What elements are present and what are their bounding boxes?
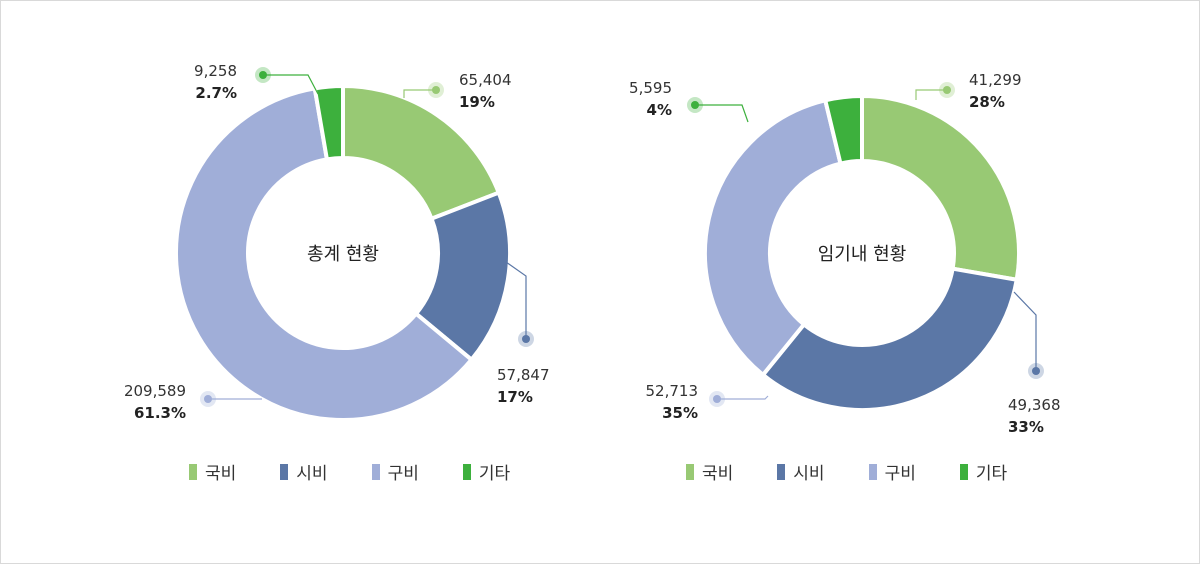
percent-label: 19% bbox=[459, 93, 495, 111]
slice-gubi bbox=[174, 86, 475, 422]
label-dot bbox=[691, 101, 699, 109]
percent-label: 2.7% bbox=[195, 84, 237, 102]
label-dot bbox=[713, 395, 721, 403]
percent-label: 17% bbox=[497, 388, 533, 406]
label-dot bbox=[522, 335, 530, 343]
legend-item-gukbi: 국비 bbox=[189, 459, 236, 484]
slice-gita bbox=[822, 93, 864, 166]
leader-line bbox=[1013, 291, 1037, 371]
label-dot bbox=[204, 395, 212, 403]
value-label: 9,258 bbox=[194, 62, 237, 80]
slice-gubi bbox=[703, 97, 843, 378]
label-dot bbox=[943, 86, 951, 94]
percent-label: 28% bbox=[969, 93, 1005, 111]
legend-swatch bbox=[462, 463, 471, 480]
slice-gita bbox=[312, 83, 345, 162]
legend-label: 시비 bbox=[793, 464, 825, 484]
legend-item-gita: 기타 bbox=[959, 459, 1008, 484]
label-dot bbox=[1032, 367, 1040, 375]
legend-label: 시비 bbox=[296, 464, 328, 484]
percent-label: 33% bbox=[1008, 418, 1044, 436]
leader-line bbox=[695, 104, 749, 123]
leader-line bbox=[263, 74, 319, 95]
legend-item-gukbi: 국비 bbox=[686, 459, 733, 484]
center-label: 총계 현황 bbox=[307, 244, 379, 265]
legend-swatch bbox=[959, 463, 968, 480]
legend-swatch bbox=[280, 463, 289, 480]
percent-label: 4% bbox=[647, 101, 672, 119]
value-label: 5,595 bbox=[629, 79, 672, 97]
value-label: 41,299 bbox=[969, 71, 1022, 89]
legend-item-gita: 기타 bbox=[462, 459, 511, 484]
legend-label: 기타 bbox=[975, 464, 1008, 484]
leader-line bbox=[403, 89, 436, 98]
legend-item-sibi: 시비 bbox=[280, 459, 328, 484]
leader-line bbox=[717, 395, 769, 400]
legend-label: 국비 bbox=[205, 464, 237, 484]
legend-label: 국비 bbox=[702, 464, 734, 484]
center-label: 임기내 현황 bbox=[818, 244, 907, 265]
leader-line bbox=[915, 89, 947, 100]
legend-label: 기타 bbox=[478, 464, 511, 484]
percent-label: 61.3% bbox=[134, 404, 186, 422]
legend-swatch bbox=[189, 463, 197, 480]
legend-swatch bbox=[777, 463, 786, 480]
label-dot bbox=[259, 71, 267, 79]
legend-term: 국비 시비 구비 기타 bbox=[686, 459, 1051, 484]
legend-item-sibi: 시비 bbox=[777, 459, 825, 484]
legend-item-gubi: 구비 bbox=[868, 459, 916, 484]
value-label: 65,404 bbox=[459, 71, 512, 89]
value-label: 52,713 bbox=[646, 382, 699, 400]
legend-item-gubi: 구비 bbox=[371, 459, 419, 484]
value-label: 57,847 bbox=[497, 366, 550, 384]
percent-label: 35% bbox=[662, 404, 698, 422]
value-label: 49,368 bbox=[1008, 396, 1061, 414]
legend-total: 국비 시비 구비 기타 bbox=[189, 459, 554, 484]
legend-swatch bbox=[868, 463, 877, 480]
legend-swatch bbox=[371, 463, 380, 480]
slice-gukbi bbox=[860, 93, 1021, 283]
slice-sibi bbox=[760, 266, 1020, 412]
legend-label: 구비 bbox=[387, 464, 419, 484]
legend-swatch bbox=[686, 463, 694, 480]
leader-line bbox=[505, 261, 527, 339]
legend-label: 구비 bbox=[884, 464, 916, 484]
label-dot bbox=[432, 86, 440, 94]
value-label: 209,589 bbox=[124, 382, 186, 400]
